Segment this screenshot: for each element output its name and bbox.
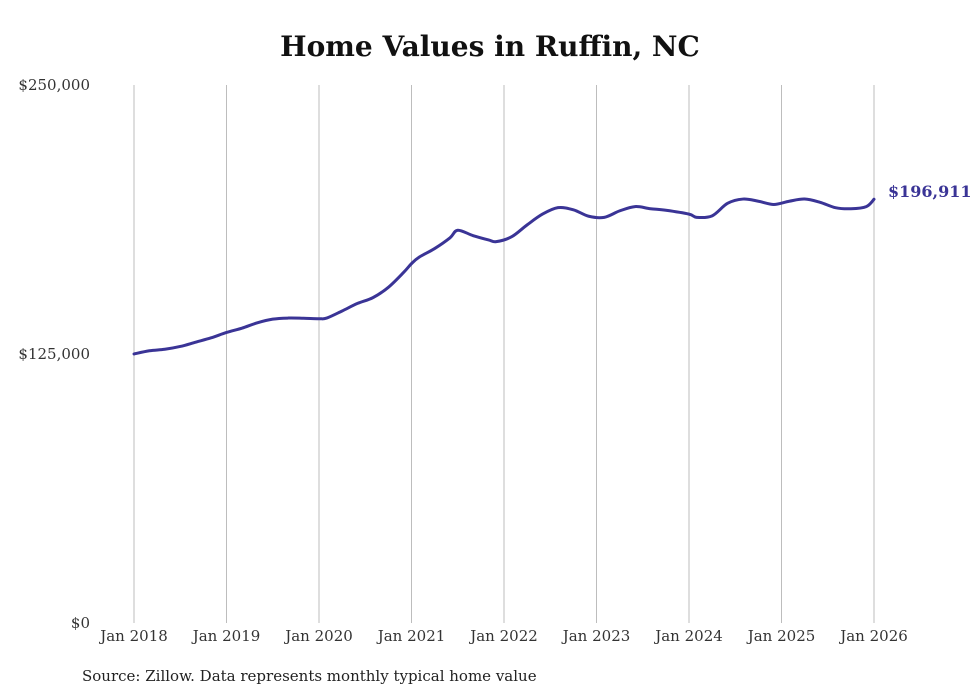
x-tick-label: Jan 2021 [376, 627, 446, 645]
x-tick-label: Jan 2026 [838, 627, 908, 645]
x-tick-label: Jan 2024 [653, 627, 723, 645]
y-tick-label: $0 [71, 614, 90, 632]
x-tick-label: Jan 2018 [98, 627, 168, 645]
chart-title: Home Values in Ruffin, NC [280, 30, 700, 63]
y-tick-label: $125,000 [18, 345, 90, 363]
data-labels: $196,911 [888, 182, 972, 201]
x-axis-ticks: Jan 2018 Jan 2019 Jan 2020 Jan 2021 Jan 2022… [98, 627, 908, 645]
series-layer [132, 197, 876, 356]
source-note: Source: Zillow. Data represents monthly … [82, 667, 537, 685]
x-tick-label: Jan 2020 [283, 627, 353, 645]
x-tick-label: Jan 2023 [561, 627, 631, 645]
y-tick-label: $250,000 [18, 76, 90, 94]
y-axis-ticks: $0 $125,000 $250,000 [18, 76, 90, 632]
end-value-label: $196,911 [888, 182, 972, 201]
x-tick-label: Jan 2019 [191, 627, 261, 645]
gridlines [133, 85, 875, 623]
x-tick-label: Jan 2022 [468, 627, 538, 645]
series-line [132, 197, 876, 356]
x-tick-label: Jan 2025 [746, 627, 816, 645]
